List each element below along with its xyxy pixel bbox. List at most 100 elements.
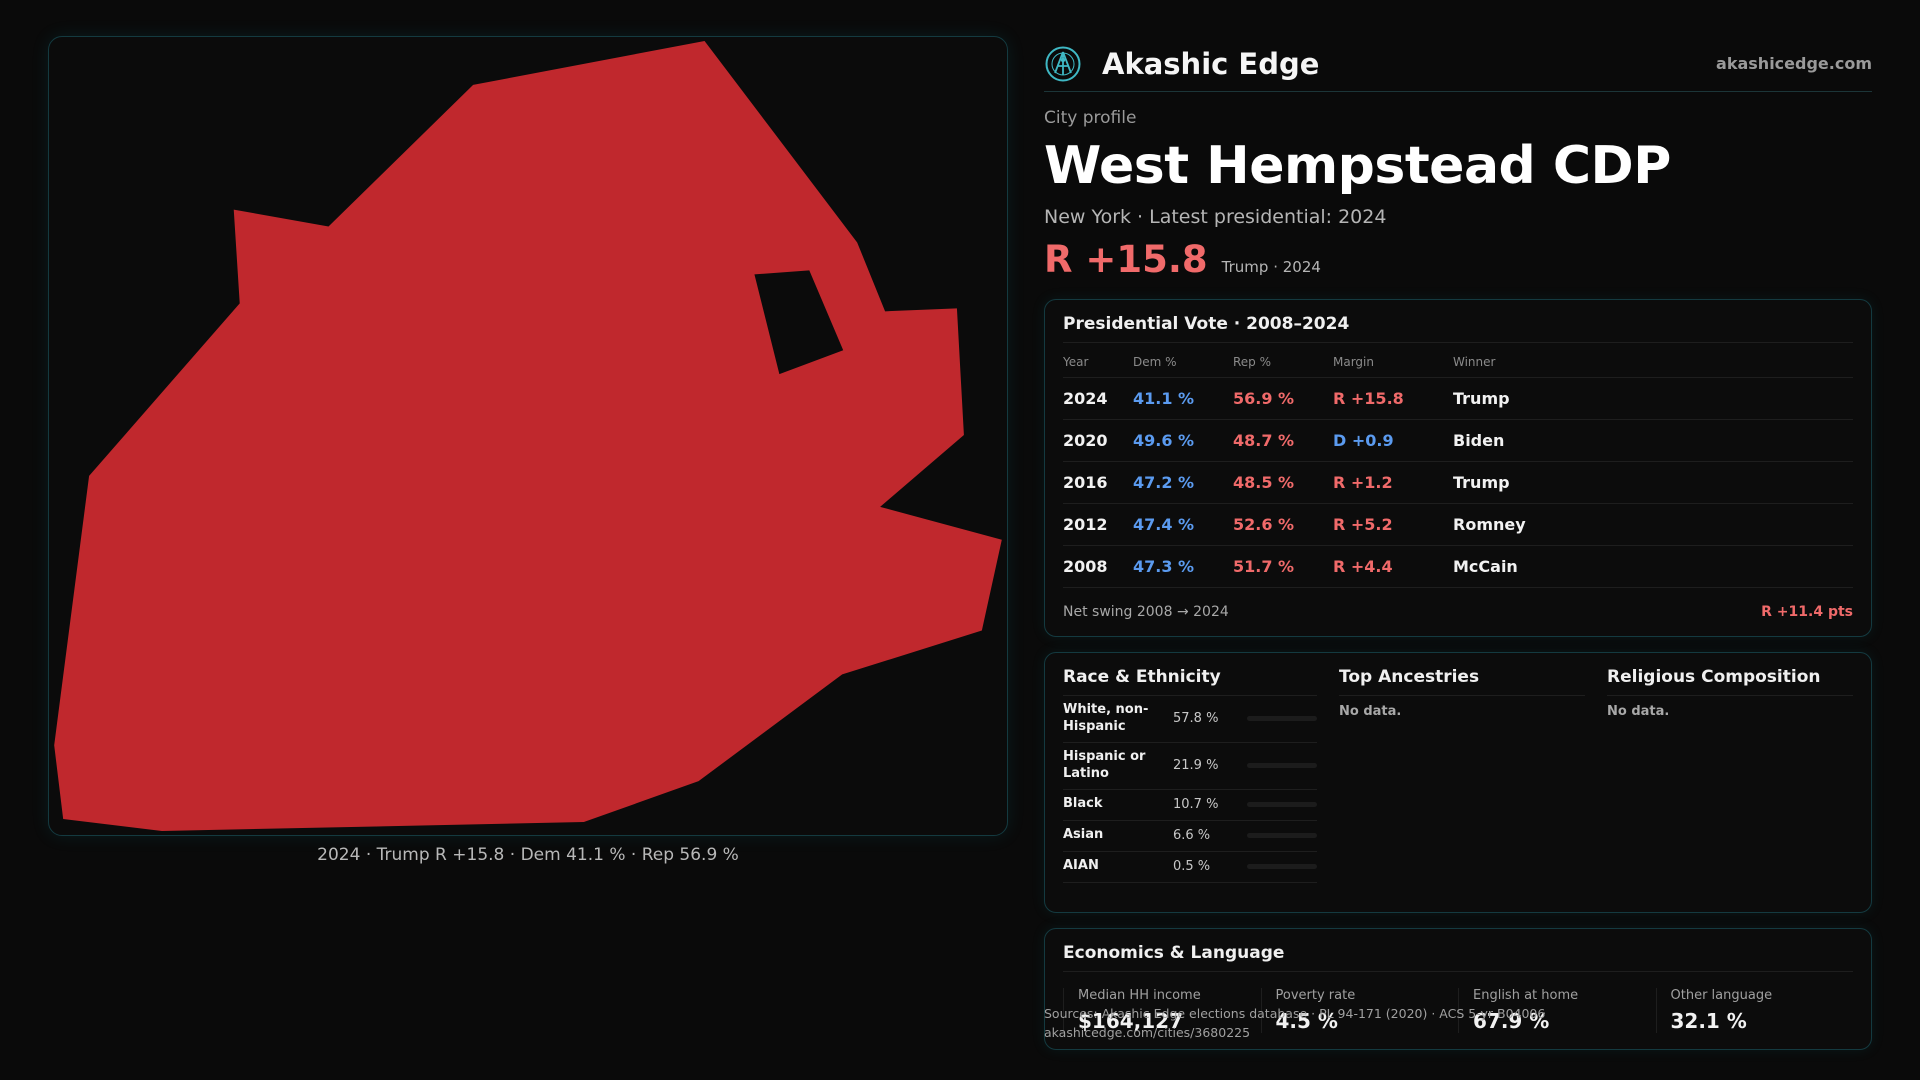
race-row: White, non-Hispanic 57.8 % <box>1063 696 1317 743</box>
econ-value: 67.9 % <box>1473 1009 1550 1033</box>
city-permalink[interactable]: akashicedge.com/cities/3680225 <box>1044 1025 1251 1041</box>
race-bar <box>1247 833 1317 839</box>
sources-note: Sources: Akashic Edge elections database… <box>1044 1006 1546 1021</box>
religion-title: Religious Composition <box>1607 667 1853 696</box>
margin-cell: R +4.4 <box>1333 545 1453 588</box>
ancestries-section: Top Ancestries No data. <box>1339 667 1585 898</box>
net-swing-label: Net swing 2008 → 2024 <box>1063 603 1229 620</box>
race-row: Hispanic or Latino 21.9 % <box>1063 743 1317 790</box>
winner-cell: Biden <box>1453 419 1853 462</box>
margin-value: R +15.8 <box>1044 238 1208 281</box>
dem-cell: 47.3 % <box>1133 545 1233 588</box>
ancestries-title: Top Ancestries <box>1339 667 1585 696</box>
city-boundary-map <box>54 40 1002 832</box>
margin-cell: R +5.2 <box>1333 503 1453 546</box>
econ-label: English at home <box>1473 988 1579 1003</box>
econ-label: Other language <box>1670 988 1773 1003</box>
econ-value: $164,127 <box>1078 1009 1184 1033</box>
margin-note: Trump · 2024 <box>1221 258 1321 276</box>
rep-cell: 56.9 % <box>1233 377 1333 420</box>
race-name: AIAN <box>1063 858 1099 874</box>
brand-url-link[interactable]: akashicedge.com <box>1716 54 1872 73</box>
table-row: 2008 47.3 % 51.7 % R +4.4 McCain <box>1063 545 1853 588</box>
race-bar <box>1247 716 1317 722</box>
table-row: 2024 41.1 % 56.9 % R +15.8 Trump <box>1063 377 1853 420</box>
race-name: Asian <box>1063 827 1104 843</box>
dem-cell: 47.4 % <box>1133 503 1233 546</box>
col-header-winner: Winner <box>1453 347 1853 378</box>
headline-margin: R +15.8 Trump · 2024 <box>1044 238 1872 281</box>
race-row: AIAN 0.5 % <box>1063 852 1317 883</box>
econ-value: 32.1 % <box>1670 1009 1747 1033</box>
econ-label: Median HH income <box>1078 988 1201 1003</box>
vote-card-title: Presidential Vote · 2008–2024 <box>1063 314 1853 343</box>
page-title: West Hempstead CDP <box>1044 136 1671 196</box>
col-header-dem: Dem % <box>1133 347 1233 378</box>
rep-cell: 52.6 % <box>1233 503 1333 546</box>
econ-label: Poverty rate <box>1275 988 1356 1003</box>
page-kicker: City profile <box>1044 108 1137 128</box>
religion-section: Religious Composition No data. <box>1607 667 1853 898</box>
city-boundary-shape <box>54 40 1002 832</box>
econ-value: 4.5 % <box>1275 1009 1338 1033</box>
econ-item-english: English at home 67.9 % <box>1458 988 1656 1033</box>
winner-cell: Trump <box>1453 377 1853 420</box>
brand-bar: Akashic Edge akashicedge.com <box>1044 36 1872 92</box>
race-bar <box>1247 864 1317 870</box>
table-row: 2020 49.6 % 48.7 % D +0.9 Biden <box>1063 419 1853 462</box>
year-cell: 2024 <box>1063 377 1133 420</box>
econ-item-poverty: Poverty rate 4.5 % <box>1260 988 1459 1033</box>
rep-cell: 51.7 % <box>1233 545 1333 588</box>
vote-table-header: Year Dem % Rep % Margin Winner <box>1063 347 1853 378</box>
footer: Sources: Akashic Edge elections database… <box>1044 1004 1545 1043</box>
race-pct: 6.6 % <box>1173 828 1211 844</box>
race-pct: 21.9 % <box>1173 758 1219 774</box>
brand-name[interactable]: Akashic Edge <box>1102 46 1320 81</box>
race-pct: 57.8 % <box>1173 711 1219 727</box>
year-cell: 2016 <box>1063 461 1133 504</box>
econ-grid: Median HH income $164,127 Poverty rate 4… <box>1063 988 1853 1033</box>
econ-title: Economics & Language <box>1063 943 1853 972</box>
dem-cell: 49.6 % <box>1133 419 1233 462</box>
brand-logo-icon <box>1045 46 1081 81</box>
ancestries-empty: No data. <box>1339 704 1402 719</box>
table-row: 2016 47.2 % 48.5 % R +1.2 Trump <box>1063 461 1853 504</box>
table-row: 2012 47.4 % 52.6 % R +5.2 Romney <box>1063 503 1853 546</box>
race-name: Black <box>1063 796 1103 812</box>
race-ethnicity-section: Race & Ethnicity White, non-Hispanic 57.… <box>1063 667 1317 898</box>
demographics-card: Race & Ethnicity White, non-Hispanic 57.… <box>1044 652 1872 913</box>
race-row: Black 10.7 % <box>1063 790 1317 821</box>
state-and-election-line: New York · Latest presidential: 2024 <box>1044 206 1387 228</box>
margin-cell: R +15.8 <box>1333 377 1453 420</box>
race-row: Asian 6.6 % <box>1063 821 1317 852</box>
city-map[interactable] <box>48 36 1008 836</box>
vote-table: Year Dem % Rep % Margin Winner 2024 41.1… <box>1063 347 1853 588</box>
presidential-vote-card: Presidential Vote · 2008–2024 Year Dem %… <box>1044 299 1872 637</box>
econ-item-other-language: Other language 32.1 % <box>1655 988 1854 1033</box>
col-header-year: Year <box>1063 347 1133 378</box>
race-name: Hispanic or Latino <box>1063 748 1146 781</box>
race-bar <box>1247 802 1317 808</box>
winner-cell: Trump <box>1453 461 1853 504</box>
year-cell: 2020 <box>1063 419 1133 462</box>
winner-cell: McCain <box>1453 545 1853 588</box>
rep-cell: 48.7 % <box>1233 419 1333 462</box>
race-bar <box>1247 763 1317 769</box>
race-pct: 0.5 % <box>1173 859 1211 875</box>
year-cell: 2012 <box>1063 503 1133 546</box>
race-name: White, non-Hispanic <box>1063 702 1149 734</box>
profile-header: Akashic Edge akashicedge.com City profil… <box>1044 36 1872 281</box>
margin-cell: D +0.9 <box>1333 419 1453 462</box>
religion-empty: No data. <box>1607 704 1670 719</box>
year-cell: 2008 <box>1063 545 1133 588</box>
economics-card: Economics & Language Median HH income $1… <box>1044 928 1872 1050</box>
race-title: Race & Ethnicity <box>1063 667 1317 696</box>
winner-cell: Romney <box>1453 503 1853 546</box>
map-caption: 2024 · Trump R +15.8 · Dem 41.1 % · Rep … <box>317 845 739 865</box>
race-pct: 10.7 % <box>1173 797 1219 813</box>
dem-cell: 47.2 % <box>1133 461 1233 504</box>
rep-cell: 48.5 % <box>1233 461 1333 504</box>
margin-cell: R +1.2 <box>1333 461 1453 504</box>
econ-item-income: Median HH income $164,127 <box>1063 988 1261 1033</box>
col-header-rep: Rep % <box>1233 347 1333 378</box>
